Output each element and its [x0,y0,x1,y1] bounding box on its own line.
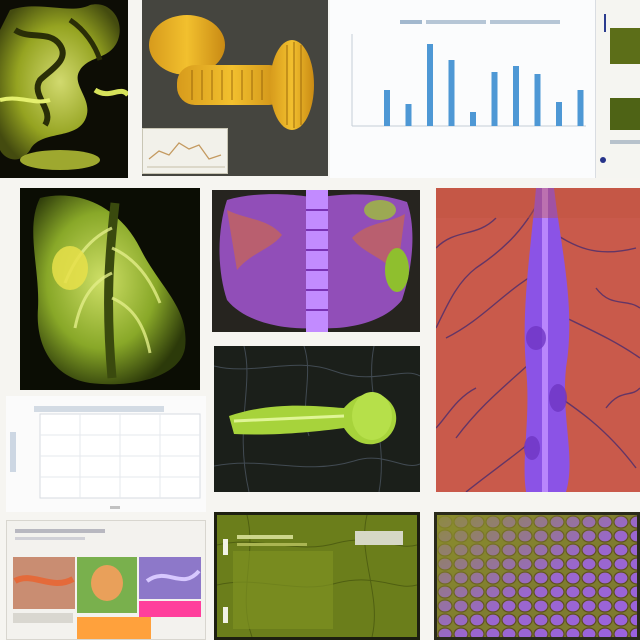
inset-line-plot-graphic [147,142,225,168]
skeleton-top-left-graphic [0,4,128,170]
collage-sheet-graphic [13,529,201,639]
line-chart [10,406,201,509]
green-skeleton-specimen-image [20,188,200,390]
olive-document-graphic [217,515,417,637]
green-branch-graphic [214,346,420,492]
mushroom-specimen-image [142,0,328,176]
bar [470,112,476,126]
bar [534,74,541,126]
bar [556,102,562,126]
bar [384,90,390,126]
cell-texture-image [434,512,640,640]
cell-texture-graphic [437,515,637,637]
purple-spine-specimen-image [212,190,420,332]
bar [577,90,584,126]
skeleton-top-left-image [0,0,128,178]
bar-chart-document [330,0,596,178]
red-vein-graphic [436,188,640,492]
green-skeleton-graphic [33,195,186,385]
line-chart-document [6,396,206,512]
bar [448,60,455,126]
collage-sheet-image [6,520,206,640]
right-edge-fragment-image [598,0,640,178]
red-vein-specimen-image [436,188,640,492]
olive-document-image [214,512,420,640]
inset-line-plot [142,128,228,174]
bar [427,44,433,126]
purple-spine-graphic [219,190,413,332]
bar [491,72,498,126]
bar [405,104,412,126]
bar-chart-title-blur [400,13,560,25]
bar [513,66,519,126]
green-branch-specimen-image [214,346,420,492]
bar-chart [351,34,586,127]
right-edge-graphic [600,14,640,163]
